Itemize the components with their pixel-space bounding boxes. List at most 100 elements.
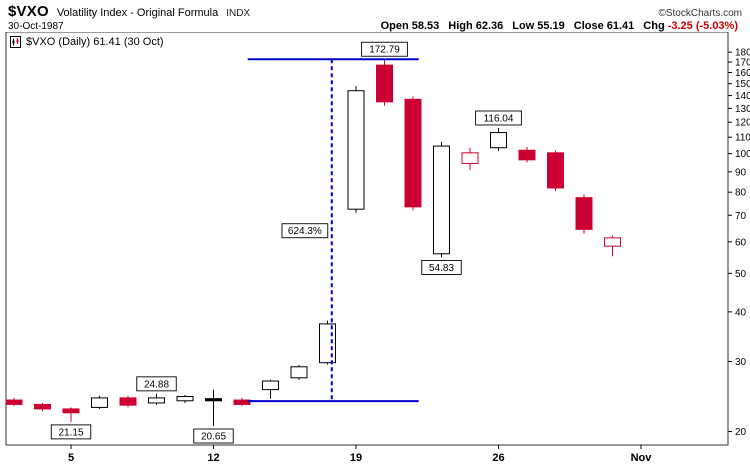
x-axis-label: 12	[207, 452, 219, 464]
annotation-box	[421, 259, 462, 275]
candle-body	[518, 149, 536, 161]
symbol: $VXO	[8, 3, 49, 20]
chg-value: -3.25 (-5.03%)	[667, 20, 738, 32]
open-quote: Open 58.53	[381, 20, 440, 32]
copyright-label: ©StockCharts.com	[658, 8, 742, 19]
x-axis-label: Nov	[631, 452, 653, 464]
annotation-20.65: 20.65	[193, 428, 234, 444]
y-axis-label: 110	[735, 133, 750, 144]
candle-body	[262, 380, 279, 391]
y-axis-label: 30	[735, 357, 747, 368]
annotation-box	[193, 428, 234, 444]
candle-oct-23	[461, 147, 479, 170]
candle-oct-14	[262, 379, 279, 399]
candle-oct-7	[119, 395, 137, 408]
y-axis-label: 60	[735, 237, 747, 248]
annotation-172.79: 172.79	[361, 41, 408, 57]
annotation-624.3%: 624.3%	[281, 223, 329, 239]
legend-label: $VXO (Daily) 61.41 (30 Oct)	[26, 36, 164, 48]
quote-row: 30-Oct-1987 Open 58.53 High 62.36 Low 55.19…	[8, 20, 738, 32]
low-quote: Low 55.19	[512, 20, 565, 32]
candle-body	[176, 396, 194, 402]
candle-oct-19	[347, 85, 365, 213]
y-axis-label: 150	[735, 79, 750, 90]
candle-oct-20	[376, 59, 393, 106]
high-quote: High 62.36	[448, 20, 503, 32]
candle-body	[119, 397, 137, 406]
candle-oct-27	[518, 146, 536, 163]
candle-oct-6	[91, 395, 108, 409]
candlestick-style-icon	[10, 36, 21, 48]
candle-body	[461, 152, 479, 164]
candle-body	[91, 397, 108, 408]
close-label: Close	[573, 20, 604, 32]
annotation-text: 54.83	[429, 263, 454, 274]
annotation-24.88: 24.88	[136, 376, 177, 392]
candle-body	[404, 98, 422, 208]
exchange-label: INDX	[226, 8, 251, 19]
candle-body	[148, 397, 165, 404]
chg-label: Chg	[643, 20, 665, 32]
annotation-box	[475, 110, 522, 126]
candle-body	[34, 403, 51, 410]
candle-oct-13	[233, 397, 251, 406]
chg-quote: Chg -3.25 (-5.03%)	[643, 20, 738, 32]
y-axis-label: 70	[735, 211, 747, 222]
y-axis-label: 40	[735, 307, 747, 318]
annotation-text: 116.04	[484, 113, 514, 124]
x-axis-label: 5	[68, 452, 74, 464]
ohlc-summary: Open 58.53 High 62.36 Low 55.19 Close 61.41 …	[381, 20, 738, 32]
candle-body	[62, 408, 80, 414]
annotation-text: 20.65	[201, 432, 226, 443]
annotation-box	[361, 41, 408, 57]
candle-body	[233, 399, 251, 405]
y-axis-label: 100	[735, 149, 750, 160]
y-axis-label: 140	[735, 91, 750, 102]
candle-body	[490, 132, 507, 149]
candle-body	[376, 64, 393, 103]
y-axis-label: 170	[735, 58, 750, 69]
annotation-116.04: 116.04	[475, 110, 522, 126]
candle-oct-26	[490, 127, 507, 152]
chart-legend: $VXO (Daily) 61.41 (30 Oct)	[10, 36, 164, 48]
high-value: 62.36	[475, 20, 504, 32]
candle-body	[5, 399, 23, 405]
close-quote: Close 61.41	[574, 20, 635, 32]
candle-oct-5	[62, 407, 80, 422]
candle-body	[290, 366, 308, 379]
annotation-text: 624.3%	[288, 226, 322, 237]
candle-body	[433, 145, 450, 255]
close-value: 61.41	[606, 20, 635, 32]
candle-oct-1	[5, 397, 23, 406]
candle-body	[575, 197, 593, 230]
open-value: 58.53	[411, 20, 440, 32]
annotation-box	[281, 223, 329, 239]
candle-oct-29	[575, 194, 593, 234]
y-axis-label: 80	[735, 188, 747, 199]
y-axis-label: 180	[735, 48, 750, 59]
candle-oct-22	[433, 141, 450, 258]
candle-body	[547, 152, 564, 189]
y-axis-label: 120	[735, 118, 750, 129]
candle-oct-28	[547, 150, 564, 192]
chart-date: 30-Oct-1987	[8, 21, 64, 32]
y-axis-label: 50	[735, 269, 747, 280]
low-label: Low	[512, 20, 535, 32]
chart-title: Volatility Index - Original Formula	[56, 7, 219, 19]
candle-body	[604, 237, 621, 247]
annotation-text: 21.15	[58, 427, 83, 438]
low-value: 55.19	[537, 20, 565, 32]
annotation-text: 172.79	[369, 45, 400, 56]
candle-oct-21	[404, 96, 422, 211]
y-axis-label: 90	[735, 167, 747, 178]
annotation-box	[136, 376, 177, 392]
candle-body	[319, 323, 336, 364]
y-axis-label: 130	[735, 104, 750, 115]
x-axis-label: 19	[350, 452, 362, 464]
candle-oct-15	[290, 365, 308, 380]
annotation-box	[50, 424, 92, 440]
candle-oct-9	[176, 395, 194, 403]
annotation-text: 24.88	[144, 379, 169, 390]
annotation-54.83: 54.83	[421, 259, 462, 275]
